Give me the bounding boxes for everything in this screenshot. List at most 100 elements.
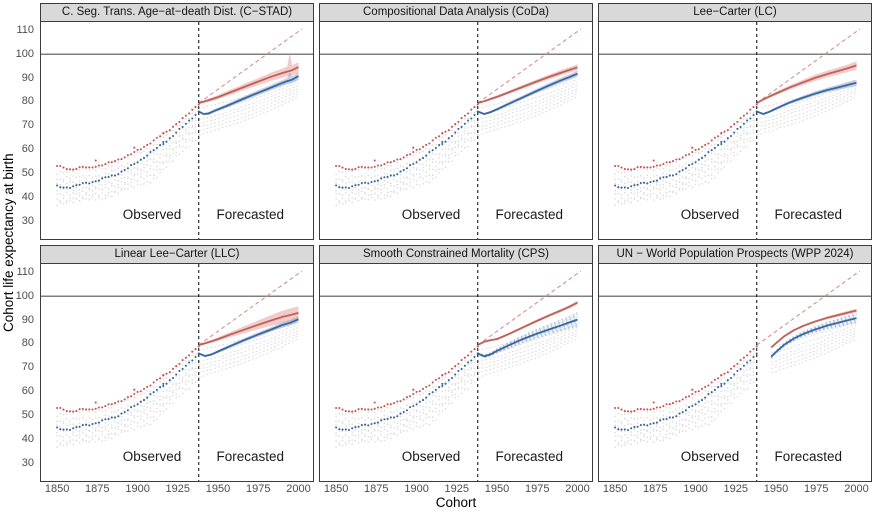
- svg-text:Observed: Observed: [123, 207, 182, 222]
- y-tick-label: 110: [16, 23, 34, 36]
- annotation-forecasted: Forecasted: [216, 449, 284, 464]
- red-forecast-line: [756, 64, 857, 104]
- blue-forecast-fan: [477, 312, 578, 359]
- facet-strip-wpp: UN − World Population Prospects (WPP 202…: [598, 245, 872, 263]
- facet-coda: Compositional Data Analysis (CoDa) Obser…: [319, 3, 593, 240]
- facet-strip-coda: Compositional Data Analysis (CoDa): [319, 3, 593, 21]
- y-tick-label: 100: [15, 47, 34, 60]
- gray-countries-points: [335, 349, 479, 449]
- x-tick-label: 1850: [323, 483, 349, 495]
- facet-panel-wpp: Observed Forecasted: [598, 263, 872, 482]
- red-forecast-band: [198, 52, 299, 104]
- trend-dashed-line: [756, 270, 861, 346]
- blue-forecast-band: [198, 316, 299, 357]
- red-forecast-line: [198, 66, 299, 104]
- x-tick-label: 1850: [602, 483, 628, 495]
- y-tick-label: 40: [21, 190, 34, 203]
- annotation-forecasted: Forecasted: [774, 207, 842, 222]
- x-tick-label: 1850: [44, 483, 70, 495]
- x-tick-label: 1925: [723, 483, 749, 495]
- x-tick-label: 1875: [85, 483, 110, 495]
- gray-countries-points: [614, 349, 758, 449]
- observed-blue-points: [56, 352, 200, 432]
- facet-lc: Lee−Carter (LC) Observed Forecasted: [598, 3, 872, 240]
- y-tick-label: 70: [21, 361, 34, 374]
- y-tick-label: 60: [21, 143, 34, 156]
- x-tick-label: 1975: [246, 483, 271, 495]
- facet-panel-coda: Observed Forecasted: [319, 21, 593, 240]
- blue-forecast-band: [477, 70, 578, 115]
- y-tick-label: 110: [16, 265, 34, 278]
- x-tick-label: 1950: [763, 483, 789, 495]
- observed-blue-points: [614, 352, 758, 432]
- x-tick-label: 1950: [205, 483, 231, 495]
- svg-text:Forecasted: Forecasted: [495, 207, 563, 222]
- blue-forecast-fan: [770, 312, 857, 359]
- x-tick-label: 1900: [125, 483, 150, 495]
- annotation-observed: Observed: [123, 207, 182, 222]
- facet-strip-cstad: C. Seg. Trans. Age−at−death Dist. (C−STA…: [40, 3, 314, 21]
- annotation-forecasted: Forecasted: [216, 207, 284, 222]
- red-forecast-line: [198, 312, 299, 346]
- y-tick-label: 30: [21, 214, 34, 227]
- blue-forecast-line: [198, 318, 299, 357]
- y-tick-label: 50: [21, 408, 34, 421]
- svg-text:Forecasted: Forecasted: [216, 449, 284, 464]
- gray-countries-points: [56, 107, 200, 207]
- blue-forecast-line: [477, 318, 578, 358]
- annotation-observed: Observed: [123, 449, 182, 464]
- y-tick-label: 100: [15, 289, 34, 302]
- svg-text:Observed: Observed: [402, 207, 461, 222]
- x-tick-label: 1900: [404, 483, 429, 495]
- blue-forecast-line: [198, 75, 299, 115]
- annotation-observed: Observed: [402, 449, 461, 464]
- svg-text:Observed: Observed: [123, 449, 182, 464]
- trend-dashed-line: [477, 28, 582, 104]
- x-tick-label: 2000: [286, 483, 311, 495]
- observed-blue-points: [335, 110, 479, 190]
- x-tick-label: 2000: [844, 483, 869, 495]
- observed-blue-points: [614, 110, 758, 190]
- annotation-observed: Observed: [681, 449, 740, 464]
- observed-red-points: [56, 103, 200, 171]
- x-tick-label: 2000: [565, 483, 590, 495]
- svg-text:Observed: Observed: [681, 207, 740, 222]
- x-tick-label: 1950: [484, 483, 510, 495]
- red-forecast-band: [756, 61, 857, 104]
- facet-panel-cstad: Observed Forecasted: [40, 21, 314, 240]
- gray-countries-points: [614, 107, 758, 207]
- gray-countries-forecast-lines: [477, 321, 578, 378]
- annotation-forecasted: Forecasted: [774, 449, 842, 464]
- observed-red-points: [335, 103, 479, 171]
- trend-dashed-line: [756, 28, 861, 104]
- trend-dashed-line: [198, 270, 303, 346]
- red-forecast-line: [477, 66, 578, 104]
- y-tick-label: 60: [21, 385, 34, 398]
- svg-text:Forecasted: Forecasted: [774, 449, 842, 464]
- gray-countries-forecast-lines: [198, 321, 299, 378]
- red-forecast-band: [198, 306, 299, 346]
- gray-countries-forecast-lines: [477, 79, 578, 136]
- x-tick-label: 1875: [643, 483, 668, 495]
- svg-text:Observed: Observed: [681, 449, 740, 464]
- facet-strip-cps: Smooth Constrained Mortality (CPS): [319, 245, 593, 263]
- observed-red-points: [614, 345, 758, 413]
- blue-forecast-line: [770, 317, 857, 358]
- annotation-observed: Observed: [681, 207, 740, 222]
- facet-cstad: C. Seg. Trans. Age−at−death Dist. (C−STA…: [40, 3, 314, 240]
- gray-countries-points: [335, 107, 479, 207]
- gray-countries-forecast-lines: [198, 79, 299, 136]
- svg-text:Forecasted: Forecasted: [774, 207, 842, 222]
- observed-blue-points: [56, 110, 200, 190]
- facet-panel-llc: Observed Forecasted: [40, 263, 314, 482]
- observed-red-points: [56, 345, 200, 413]
- facet-wpp: UN − World Population Prospects (WPP 202…: [598, 245, 872, 482]
- x-tick-label: 1975: [525, 483, 550, 495]
- x-axis-title: Cohort: [435, 495, 477, 510]
- facet-grid: C. Seg. Trans. Age−at−death Dist. (C−STA…: [40, 3, 872, 482]
- blue-forecast-band: [198, 72, 299, 116]
- red-forecast-line: [770, 309, 857, 349]
- blue-forecast-line: [477, 72, 578, 115]
- x-tick-label: 1975: [804, 483, 829, 495]
- observed-blue-points: [335, 352, 479, 432]
